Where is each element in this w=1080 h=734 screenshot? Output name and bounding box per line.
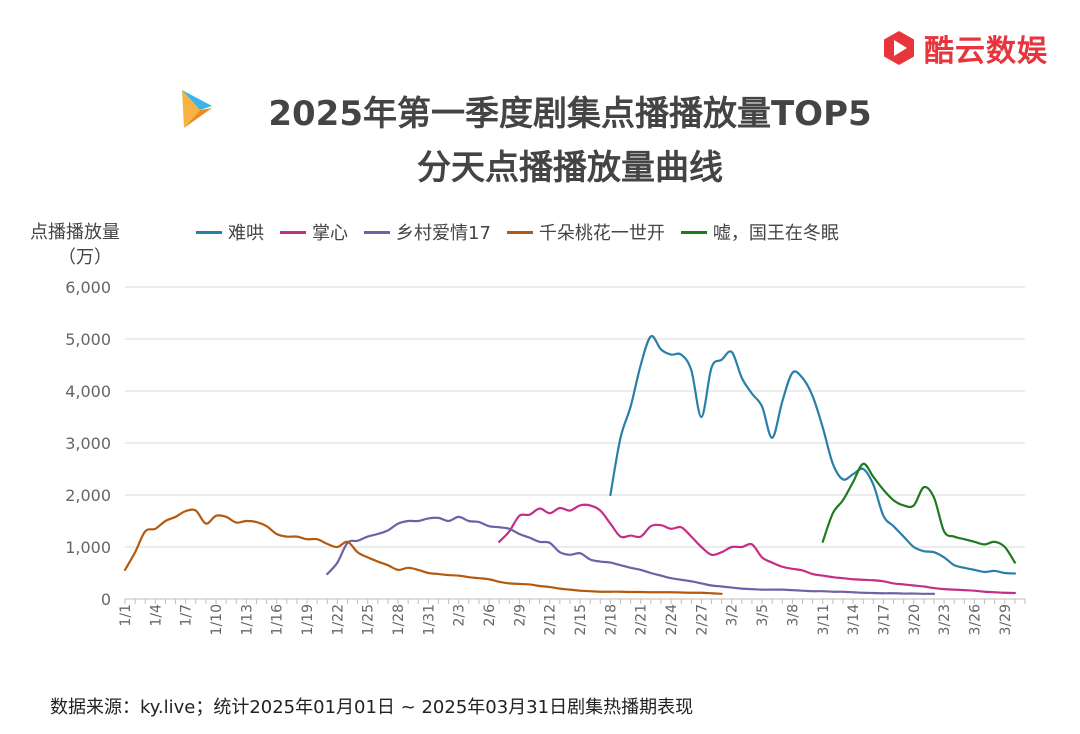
x-tick-label: 1/22 xyxy=(330,604,346,635)
x-tick-label: 1/16 xyxy=(270,604,286,636)
x-tick-label: 1/4 xyxy=(148,604,164,627)
brand-logo: 酷云数娱 xyxy=(880,26,1048,70)
x-tick-label: 1/10 xyxy=(209,604,225,635)
legend-label: 嘘，国王在冬眠 xyxy=(712,223,839,244)
legend-item: 乡村爱情17 xyxy=(364,219,491,245)
y-tick-label: 0 xyxy=(101,590,111,609)
x-tick-label: 3/17 xyxy=(876,604,892,635)
legend: 难哄 掌心 乡村爱情17 千朵桃花一世开 嘘，国王在冬眠 xyxy=(196,219,839,245)
x-tick-label: 3/8 xyxy=(785,604,801,627)
y-tick-label: 6,000 xyxy=(65,278,111,297)
x-tick-label: 1/31 xyxy=(421,604,437,635)
legend-item: 掌心 xyxy=(280,219,348,245)
play-logo-icon xyxy=(884,31,914,65)
legend-swatch xyxy=(680,230,707,234)
source-note: 数据来源：ky.live；统计2025年01月01日 ~ 2025年03月31日… xyxy=(50,697,694,718)
x-tick-label: 1/7 xyxy=(179,604,195,627)
brand-name: 酷云数娱 xyxy=(924,34,1048,69)
x-tick-label: 2/3 xyxy=(452,604,468,627)
y-tick-label: 5,000 xyxy=(65,330,111,349)
x-tick-label: 2/21 xyxy=(634,604,650,635)
x-tick-label: 2/18 xyxy=(603,604,619,635)
title-play-icon xyxy=(182,90,212,128)
x-tick-label: 2/6 xyxy=(482,604,498,627)
y-tick-label: 4,000 xyxy=(65,382,111,401)
x-tick-label: 3/23 xyxy=(937,604,953,635)
x-tick-label: 3/2 xyxy=(725,604,741,627)
y-tick-label: 3,000 xyxy=(65,434,111,453)
legend-swatch xyxy=(280,230,306,234)
x-tick-label: 3/14 xyxy=(846,604,862,636)
x-tick-label: 3/11 xyxy=(816,604,832,635)
legend-item: 难哄 xyxy=(196,219,264,245)
chart-title: 2025年第一季度剧集点播播放量TOP5 xyxy=(268,94,872,134)
x-tick-label: 2/27 xyxy=(694,604,710,635)
x-tick-label: 3/20 xyxy=(907,604,923,635)
x-tick-label: 3/26 xyxy=(967,604,983,636)
x-tick-label: 3/29 xyxy=(998,604,1014,635)
series-line-难哄 xyxy=(609,334,1016,575)
legend-item: 嘘，国王在冬眠 xyxy=(680,219,839,245)
x-tick-label: 2/9 xyxy=(512,604,528,627)
series-line-乡村爱情17 xyxy=(326,515,936,595)
x-tick-label: 1/25 xyxy=(361,604,377,635)
y-tick-label: 1,000 xyxy=(65,538,111,557)
x-tick-label: 1/13 xyxy=(239,604,255,635)
legend-label: 乡村爱情17 xyxy=(396,223,491,244)
series-line-掌心 xyxy=(498,503,1016,595)
y-axis-unit: （万） xyxy=(58,247,112,268)
x-tick-label: 3/5 xyxy=(755,604,771,627)
x-tick-label: 1/28 xyxy=(391,604,407,635)
x-tick-label: 1/19 xyxy=(300,604,316,635)
legend-label: 难哄 xyxy=(228,223,264,244)
series-line-千朵桃花一世开 xyxy=(123,508,723,595)
x-tick-label: 1/1 xyxy=(118,604,134,627)
legend-item: 千朵桃花一世开 xyxy=(506,219,665,245)
y-axis-label: 点播播放量 xyxy=(30,222,120,243)
chart-subtitle: 分天点播播放量曲线 xyxy=(417,148,723,188)
legend-swatch xyxy=(364,230,390,234)
series-line-嘘，国王在冬眠 xyxy=(821,462,1016,564)
y-tick-label: 2,000 xyxy=(65,486,111,505)
x-tick-label: 2/12 xyxy=(543,604,559,635)
x-tick-label: 2/15 xyxy=(573,604,589,635)
x-tick-label: 2/24 xyxy=(664,604,680,636)
legend-swatch xyxy=(506,230,533,234)
legend-label: 掌心 xyxy=(312,223,348,244)
legend-label: 千朵桃花一世开 xyxy=(538,223,665,244)
legend-swatch xyxy=(196,230,222,234)
